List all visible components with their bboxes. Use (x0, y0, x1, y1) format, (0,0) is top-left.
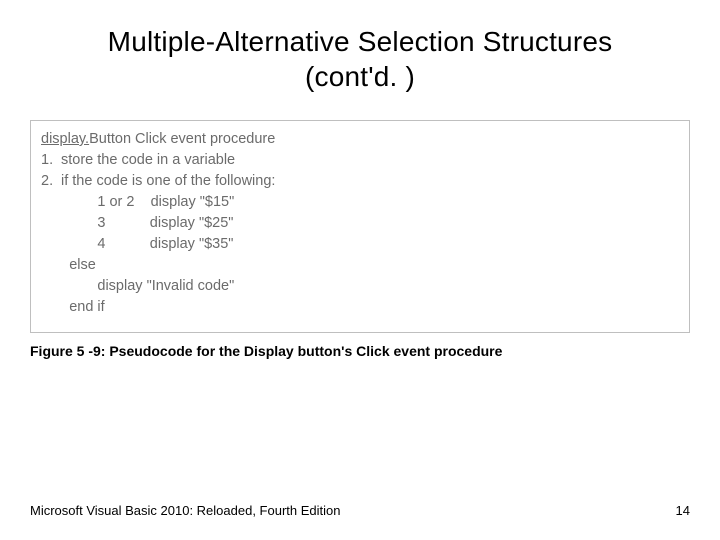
slide-title: Multiple-Alternative Selection Structure… (70, 24, 650, 94)
page-number: 14 (676, 503, 690, 518)
code-line-5: 4 display "$35" (41, 234, 679, 255)
step-text-1: store the code in a variable (61, 152, 235, 168)
code-line-2: 2.if the code is one of the following: (41, 171, 679, 192)
code-line-4: 3 display "$25" (41, 213, 679, 234)
footer-book-title: Microsoft Visual Basic 2010: Reloaded, F… (30, 503, 340, 518)
footer: Microsoft Visual Basic 2010: Reloaded, F… (30, 503, 690, 518)
procedure-heading-underline: display. (41, 131, 89, 147)
step-number-2: 2. (41, 171, 61, 192)
code-line-7: display "Invalid code" (41, 276, 679, 297)
pseudocode-box: display.Button Click event procedure 1.s… (30, 120, 690, 333)
figure-caption: Figure 5 -9: Pseudocode for the Display … (30, 343, 690, 359)
code-line-6: else (41, 255, 679, 276)
code-line-8: end if (41, 297, 679, 318)
step-number-1: 1. (41, 150, 61, 171)
slide: Multiple-Alternative Selection Structure… (0, 0, 720, 540)
procedure-heading: display.Button Click event procedure (41, 129, 679, 150)
code-line-1: 1.store the code in a variable (41, 150, 679, 171)
code-line-3: 1 or 2 display "$15" (41, 192, 679, 213)
procedure-heading-rest: Button Click event procedure (89, 131, 275, 147)
step-text-2: if the code is one of the following: (61, 173, 275, 189)
